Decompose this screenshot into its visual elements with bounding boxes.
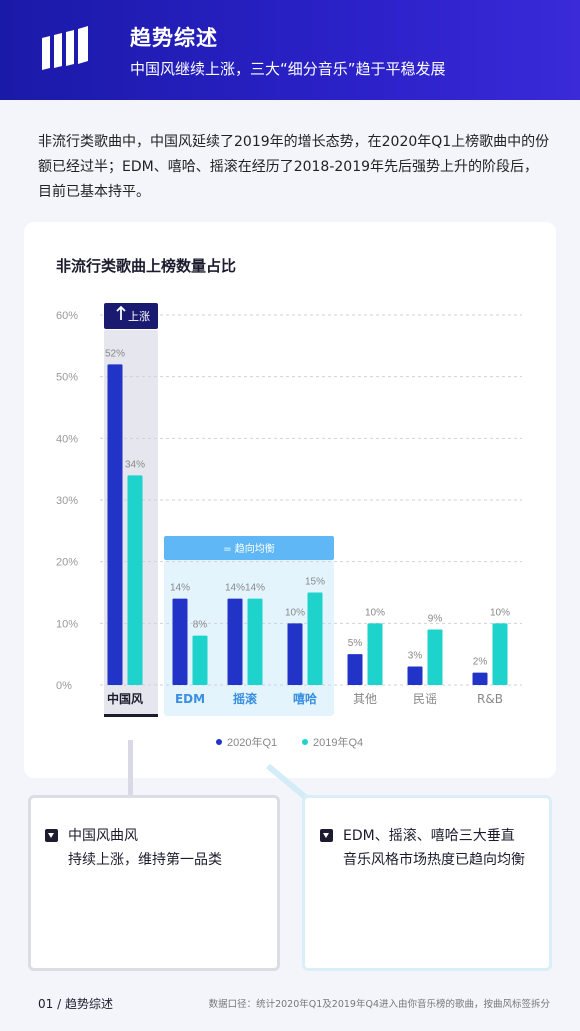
y-tick-label: 0% <box>56 680 72 692</box>
y-tick-label: 40% <box>56 433 78 445</box>
bar-q1-2020 <box>347 654 363 685</box>
data-label: 14% <box>245 583 265 594</box>
data-label: 8% <box>193 620 208 631</box>
highlight-column-base <box>104 714 158 717</box>
caret-down-icon <box>45 829 58 842</box>
caret-down-icon <box>320 829 333 842</box>
bar-q4-2019 <box>492 623 508 685</box>
footer-page-label: 01 / 趋势综述 <box>38 997 113 1011</box>
data-label: 2% <box>473 657 488 668</box>
up-annotation-label: 上涨 <box>128 310 150 323</box>
insight-line-1: 中国风曲风 <box>68 828 138 844</box>
bar-q4-2019 <box>247 598 263 685</box>
bar-q1-2020 <box>107 364 123 685</box>
bar-q1-2020 <box>407 666 423 685</box>
x-tick-label: 其他 <box>353 692 377 706</box>
x-tick-label: 中国风 <box>107 691 143 706</box>
y-tick-label: 60% <box>56 310 78 322</box>
page-subtitle: 中国风继续上涨，三大“细分音乐”趋于平稳发展 <box>130 60 446 78</box>
data-label: 34% <box>125 459 145 470</box>
bar-q1-2020 <box>472 672 488 685</box>
insight-line-1: EDM、摇滚、嘻哈三大垂直 <box>343 828 515 844</box>
insight-card-balance <box>302 795 552 971</box>
data-label: 10% <box>365 607 385 618</box>
data-label: 52% <box>105 348 125 359</box>
bar-q1-2020 <box>287 623 303 685</box>
y-tick-label: 30% <box>56 495 78 507</box>
data-label: 10% <box>285 607 305 618</box>
insight-line-2: 持续上涨，维持第一品类 <box>68 852 222 868</box>
data-label: 9% <box>428 614 443 625</box>
bar-q1-2020 <box>172 598 188 685</box>
data-label: 15% <box>305 577 325 588</box>
chart-title: 非流行类歌曲上榜数量占比 <box>56 257 237 275</box>
page-title: 趋势综述 <box>130 26 218 50</box>
legend-label: 2019年Q4 <box>313 735 363 749</box>
bar-q4-2019 <box>307 592 323 685</box>
bar-q4-2019 <box>192 635 208 685</box>
bar-q4-2019 <box>127 475 143 685</box>
data-label: 5% <box>348 638 363 649</box>
brand-logo-icon <box>42 26 88 70</box>
data-label: 10% <box>490 607 510 618</box>
insight-line-2: 音乐风格市场热度已趋向均衡 <box>343 852 525 868</box>
intro-paragraph: 非流行类歌曲中，中国风延续了2019年的增长态势，在2020年Q1上榜歌曲中的份… <box>38 134 550 200</box>
header-banner: 趋势综述 中国风继续上涨，三大“细分音乐”趋于平稳发展 <box>0 0 580 100</box>
y-tick-label: 20% <box>56 557 78 569</box>
data-label: 14% <box>225 583 245 594</box>
bar-q4-2019 <box>427 629 443 685</box>
insight-card-chinese-style <box>28 795 280 971</box>
bar-q4-2019 <box>367 623 383 685</box>
x-tick-label: 民谣 <box>413 692 437 706</box>
data-label: 14% <box>170 583 190 594</box>
balance-annotation-box <box>164 536 334 560</box>
connector-left <box>128 740 133 812</box>
y-tick-label: 50% <box>56 372 78 384</box>
x-tick-label: 嘻哈 <box>293 691 317 706</box>
arrow-up-icon <box>116 305 126 320</box>
data-label: 3% <box>408 651 423 662</box>
x-tick-label: EDM <box>175 692 205 706</box>
bar-q1-2020 <box>227 598 243 685</box>
legend-marker <box>216 739 222 745</box>
x-tick-label: 摇滚 <box>233 691 258 706</box>
x-tick-label: R&B <box>477 692 503 706</box>
balance-annotation-label: = 趋向均衡 <box>223 542 275 555</box>
y-tick-label: 10% <box>56 618 78 630</box>
footer-source-note: 数据口径：统计2020年Q1及2019年Q4进入由你音乐榜的歌曲，按曲风标签拆分 <box>208 999 550 1010</box>
legend-label: 2020年Q1 <box>227 735 277 749</box>
legend-marker <box>302 739 308 745</box>
